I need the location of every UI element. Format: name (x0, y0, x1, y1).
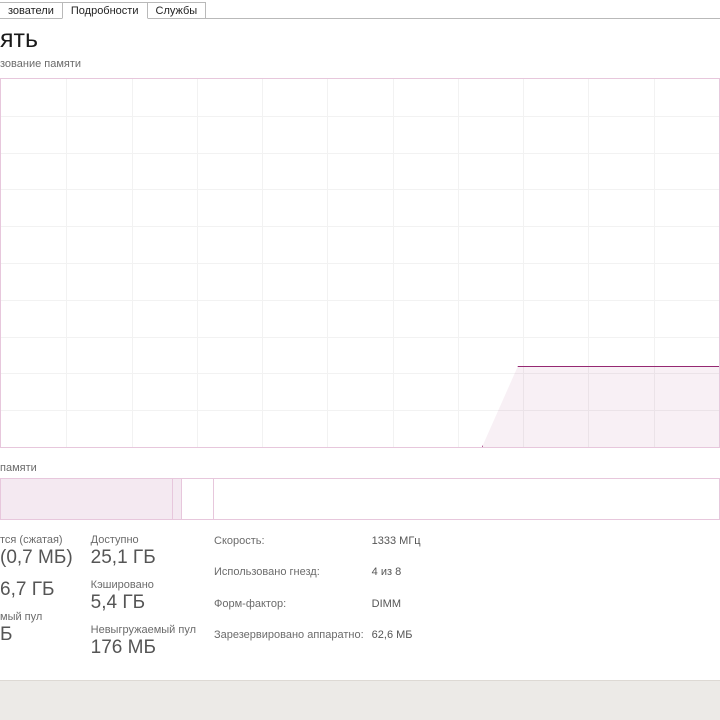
hardware-details: Скорость:1333 МГц Использовано гнезд:4 и… (214, 534, 421, 659)
detail-key: Форм-фактор: (214, 597, 372, 628)
stat-label: тся (сжатая) (0, 534, 73, 546)
detail-value: 1333 МГц (372, 534, 421, 565)
stat-in-use: тся (сжатая) (0,7 МБ) 6,7 ГБ мый пул Б (0, 534, 73, 659)
card-edge (0, 680, 720, 720)
detail-key: Использовано гнезд: (214, 565, 372, 596)
memory-usage-chart (0, 78, 720, 448)
stat-label: Доступно (91, 534, 196, 546)
tab-users[interactable]: зователи (0, 2, 63, 18)
stat-value: 176 МБ (91, 637, 196, 659)
memory-panel: ять зование памяти памяти тся (сжатая) (… (0, 19, 720, 720)
page-title: ять (0, 25, 720, 54)
stat-value: 5,4 ГБ (91, 592, 196, 614)
composition-segment-modified (182, 479, 214, 519)
stat-available: Доступно 25,1 ГБ Кэшировано 5,4 ГБ Невыг… (91, 534, 196, 659)
stat-label: Невыгружаемый пул (91, 624, 196, 636)
stat-label: мый пул (0, 611, 73, 623)
stats-block: тся (сжатая) (0,7 МБ) 6,7 ГБ мый пул Б Д… (0, 534, 720, 659)
page-subtitle: зование памяти (0, 58, 720, 70)
composition-label: памяти (0, 462, 720, 474)
tab-services[interactable]: Службы (147, 2, 207, 18)
composition-segment-compressed (173, 479, 182, 519)
tab-strip: зователи Подробности Службы (0, 0, 720, 19)
detail-key: Скорость: (214, 534, 372, 565)
memory-composition-bar (0, 478, 720, 520)
tab-details[interactable]: Подробности (62, 2, 148, 19)
detail-key: Зарезервировано аппаратно: (214, 628, 372, 659)
detail-value: DIMM (372, 597, 421, 628)
stat-value: 25,1 ГБ (91, 547, 196, 569)
detail-value: 62,6 МБ (372, 628, 421, 659)
composition-segment-used (1, 479, 173, 519)
stat-label: Кэшировано (91, 579, 196, 591)
composition-segment-free (214, 479, 719, 519)
stat-value: (0,7 МБ) (0, 547, 73, 569)
stat-value: Б (0, 624, 73, 646)
stat-value: 6,7 ГБ (0, 579, 73, 601)
detail-value: 4 из 8 (372, 565, 421, 596)
